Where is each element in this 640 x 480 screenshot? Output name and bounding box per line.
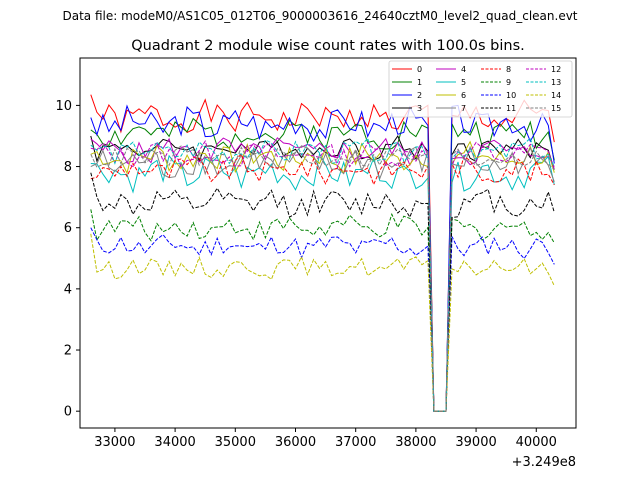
x-tick-label: 40000 [516, 435, 557, 450]
series-line-5 [90, 152, 555, 412]
legend-label-5: 5 [461, 78, 466, 87]
series-line-11 [90, 172, 555, 412]
series-line-14 [90, 233, 555, 412]
y-tick-label: 10 [55, 99, 72, 114]
legend-label-3: 3 [417, 104, 422, 113]
x-tick-label: 37000 [335, 435, 376, 450]
series-line-15 [90, 145, 555, 412]
legend-label-0: 0 [417, 65, 422, 74]
y-axis: 0 2 4 6 8 10 [55, 99, 80, 420]
y-tick-label: 0 [64, 405, 72, 420]
chart-title: Quadrant 2 module wise count rates with … [131, 38, 525, 54]
legend-label-11: 11 [506, 104, 516, 113]
x-tick-label: 33000 [94, 435, 135, 450]
x-tick-label: 35000 [215, 435, 256, 450]
legend-label-10: 10 [506, 91, 516, 100]
legend-label-15: 15 [551, 104, 561, 113]
y-tick-label: 4 [64, 282, 72, 297]
legend-label-1: 1 [417, 78, 422, 87]
legend-label-8: 8 [506, 65, 511, 74]
series-line-10 [90, 227, 555, 412]
series-line-8 [90, 153, 555, 412]
legend-label-9: 9 [506, 78, 511, 87]
figure-suptitle: Data file: modeM0/AS1C05_012T06_90000036… [62, 9, 577, 23]
x-axis: 33000 34000 35000 36000 37000 38000 39000 40000 [94, 428, 557, 450]
x-tick-label: 34000 [154, 435, 195, 450]
series-line-7 [90, 145, 555, 412]
series-layer [90, 94, 555, 412]
series-line-1 [90, 117, 555, 412]
x-tick-label: 38000 [395, 435, 436, 450]
legend-label-2: 2 [417, 91, 422, 100]
y-tick-label: 2 [64, 344, 72, 359]
y-tick-label: 8 [64, 160, 72, 175]
legend-label-12: 12 [551, 65, 561, 74]
y-tick-label: 6 [64, 221, 72, 236]
legend-label-13: 13 [551, 78, 561, 87]
x-tick-label: 36000 [275, 435, 316, 450]
x-tick-label: 39000 [455, 435, 496, 450]
series-line-12 [90, 140, 555, 412]
legend-box [388, 60, 573, 118]
legend-label-14: 14 [551, 91, 561, 100]
series-line-13 [90, 137, 555, 412]
x-offset-label: +3.249e8 [512, 455, 576, 470]
plot-frame [79, 57, 577, 429]
legend-label-4: 4 [461, 65, 466, 74]
series-line-4 [90, 137, 555, 412]
series-line-9 [90, 209, 555, 412]
legend-label-7: 7 [461, 104, 466, 113]
legend-label-6: 6 [461, 91, 466, 100]
